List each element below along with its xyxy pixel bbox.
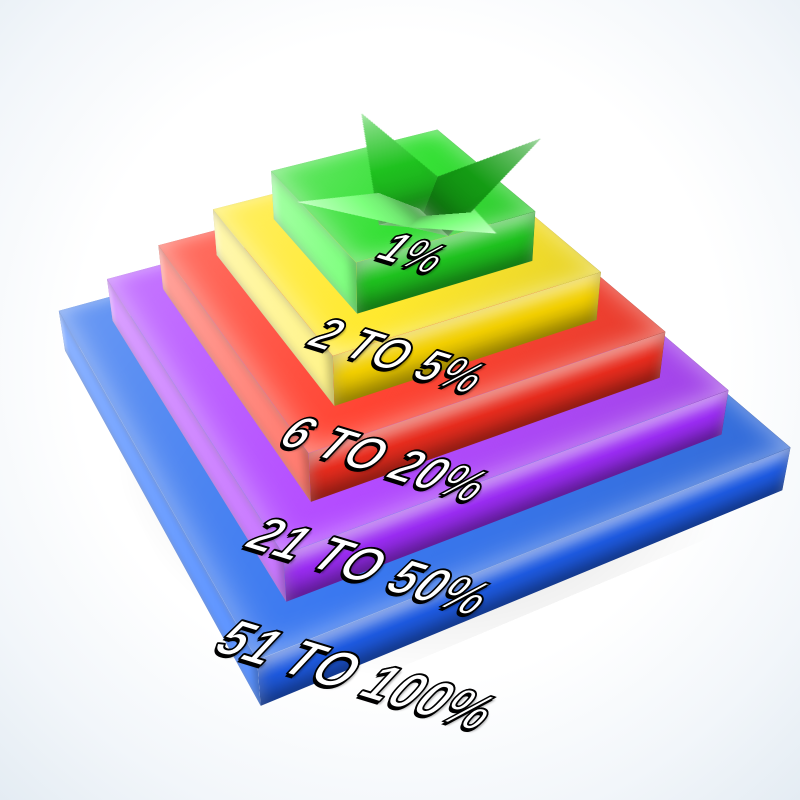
pyramid-diagram: 51 TO 100%21 TO 50%6 TO 20%2 TO 5%1% — [0, 0, 800, 800]
